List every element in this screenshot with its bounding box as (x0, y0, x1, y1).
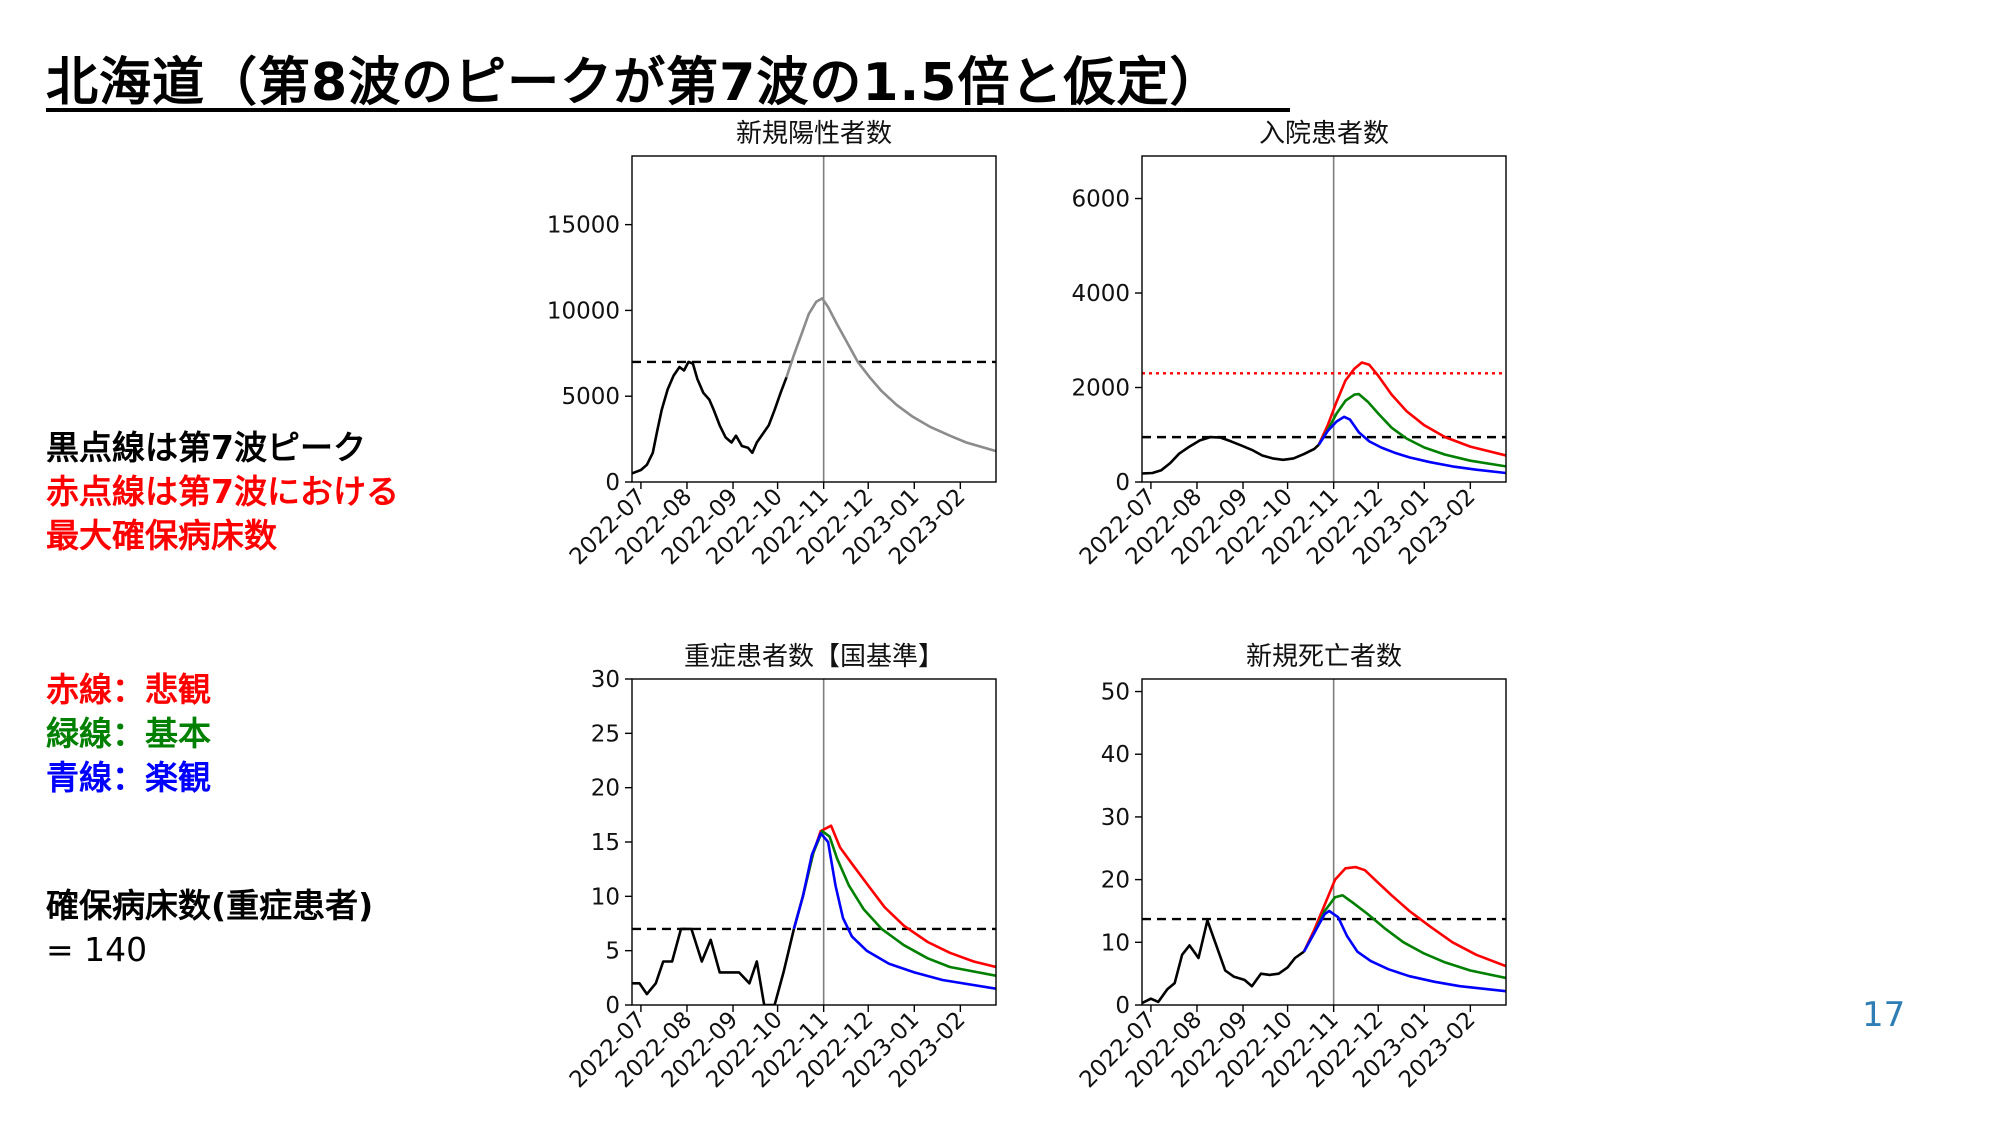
chart-title-deaths: 新規死亡者数 (1246, 642, 1402, 672)
page-number: 17 (1862, 995, 1906, 1035)
series-pessimistic-line (1317, 361, 1506, 457)
note-blue-line: 青線：楽観 (46, 758, 211, 797)
plot-frame (1141, 678, 1507, 1006)
y-tick-label: 0 (1115, 470, 1130, 496)
y-tick-label: 10 (591, 884, 620, 910)
note-red-dotted-1: 赤点線は第7波における (46, 472, 399, 511)
y-tick-label: 10000 (547, 298, 620, 324)
plot-area-inpatients (1142, 156, 1506, 482)
note-green-line: 緑線：基本 (46, 714, 211, 753)
y-tick-label: 20 (591, 776, 620, 802)
y-tick-label: 0 (605, 993, 620, 1019)
series-base-line (1302, 893, 1506, 980)
y-tick-label: 50 (1101, 680, 1130, 706)
y-tick-label: 40 (1101, 742, 1130, 768)
y-tick-label: 6000 (1071, 187, 1130, 213)
note-beds-label: 確保病床数(重症患者) (46, 886, 374, 925)
series-projection-line (785, 297, 996, 453)
y-tick-label: 5 (605, 939, 620, 965)
y-tick-label: 30 (1101, 805, 1130, 831)
series-optimistic-line (792, 831, 996, 990)
slide-title: 北海道（第8波のピークが第7波の1.5倍と仮定） (46, 53, 1223, 113)
plot-frame (631, 678, 997, 1006)
chart-severe: 重症患者数【国基準】0510152025302022-072022-082022… (565, 642, 997, 1093)
plot-area-severe (632, 679, 996, 1005)
note-red-line: 赤線：悲観 (46, 670, 211, 709)
plot-frame (631, 155, 997, 483)
y-tick-label: 15 (591, 830, 620, 856)
chart-positives: 新規陽性者数0500010000150002022-072022-082022-… (547, 119, 997, 570)
series-actual-line (1142, 435, 1320, 475)
y-tick-label: 25 (591, 721, 620, 747)
series-base-line (1317, 392, 1506, 468)
chart-inpatients: 入院患者数02000400060002022-072022-082022-092… (1071, 119, 1507, 570)
series-pessimistic-line (1302, 865, 1506, 968)
chart-title-severe: 重症患者数【国基準】 (684, 642, 944, 672)
note-beds-value: = 140 (46, 930, 148, 969)
scenario-notes: 赤線：悲観 緑線：基本 青線：楽観 (46, 668, 211, 800)
y-tick-label: 20 (1101, 868, 1130, 894)
plot-frame (1141, 155, 1507, 483)
chart-deaths: 新規死亡者数010203040502022-072022-082022-0920… (1075, 642, 1507, 1093)
y-tick-label: 5000 (561, 384, 620, 410)
y-tick-label: 4000 (1071, 281, 1130, 307)
note-black-dotted: 黒点線は第7波ピーク (46, 428, 366, 467)
dotted-line-notes: 黒点線は第7波ピーク 赤点線は第7波における 最大確保病床数 (46, 426, 399, 558)
y-tick-label: 15000 (547, 213, 620, 239)
beds-note: 確保病床数(重症患者) = 140 (46, 884, 373, 972)
plot-area-deaths (1142, 679, 1506, 1005)
series-actual-line (632, 927, 796, 1005)
y-tick-label: 2000 (1071, 376, 1130, 402)
series-optimistic-line (1302, 909, 1506, 993)
series-optimistic-line (1317, 415, 1506, 475)
y-tick-label: 10 (1101, 930, 1130, 956)
title-underline (46, 108, 1290, 112)
chart-title-inpatients: 入院患者数 (1259, 119, 1389, 149)
y-tick-label: 0 (1115, 993, 1130, 1019)
series-actual-line (632, 360, 788, 475)
note-red-dotted-2: 最大確保病床数 (46, 516, 277, 555)
y-tick-label: 0 (605, 470, 620, 496)
chart-title-positives: 新規陽性者数 (736, 119, 892, 149)
series-actual-line (1142, 919, 1305, 1005)
plot-area-positives (632, 156, 996, 482)
y-tick-label: 30 (591, 667, 620, 693)
